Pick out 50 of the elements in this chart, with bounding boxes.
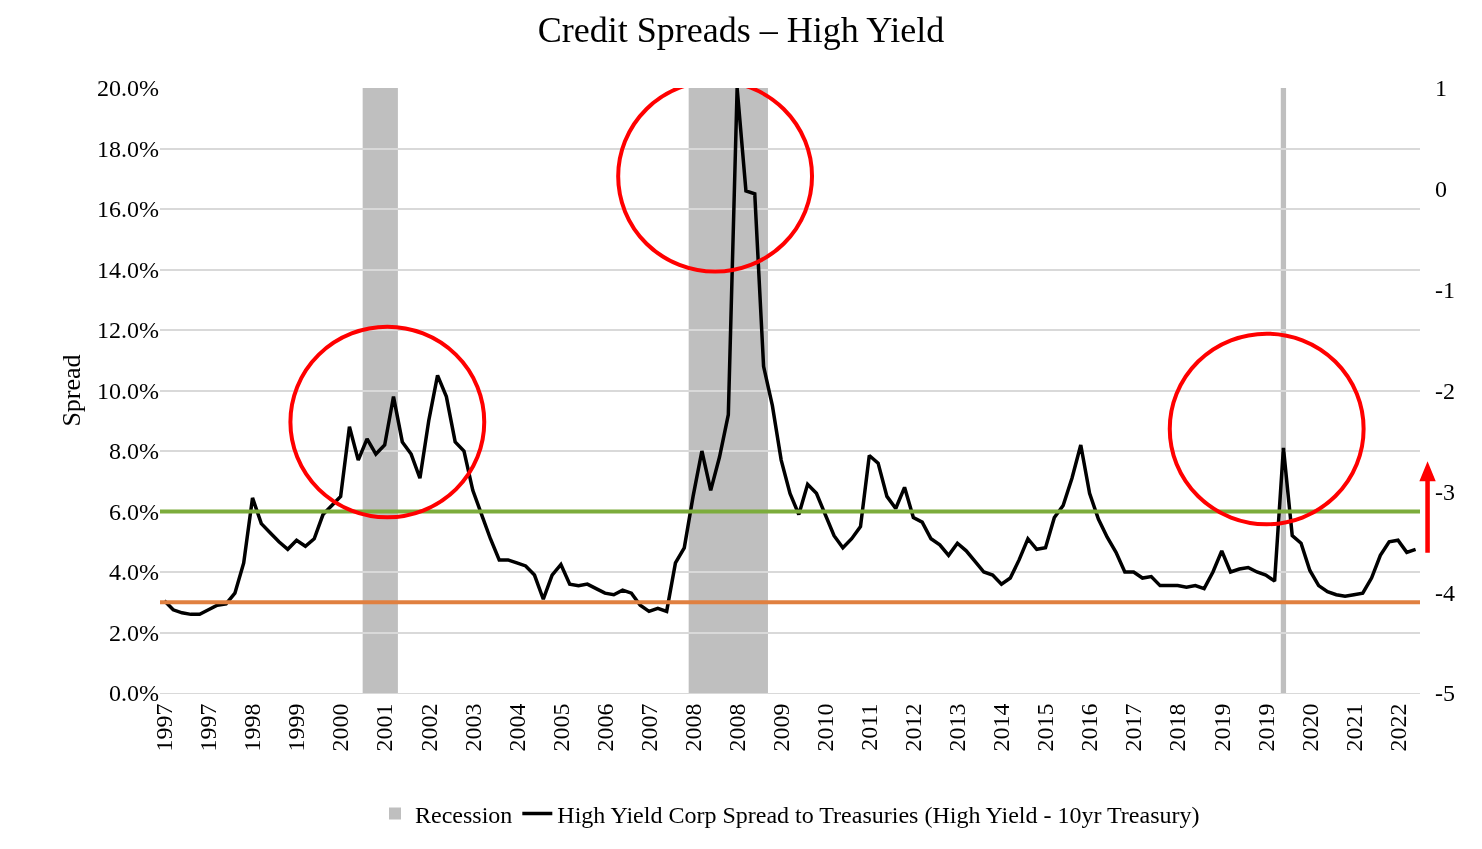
- y-tick-label: 2.0%: [109, 619, 159, 646]
- y2-tick-label: -1: [1435, 277, 1455, 304]
- x-tick-label: 1997: [195, 703, 222, 752]
- y-tick-label: 4.0%: [109, 559, 159, 586]
- x-tick-label: 2020: [1296, 703, 1323, 752]
- x-tick-label: 2006: [591, 703, 618, 752]
- x-tick-label: 2010: [812, 703, 839, 752]
- x-tick-label: 2022: [1384, 703, 1411, 752]
- y-axis-title: Spread: [57, 354, 87, 427]
- y2-tick-label: 0: [1435, 176, 1447, 203]
- x-tick-label: 1998: [239, 703, 266, 752]
- x-tick-label: 2005: [547, 703, 574, 752]
- x-tick-label: 2018: [1164, 703, 1191, 752]
- legend-label: High Yield Corp Spread to Treasuries (High Yield - 10yr Treasury): [557, 801, 1200, 828]
- x-tick-label: 2008: [723, 703, 750, 752]
- x-tick-label: 2008: [679, 703, 706, 752]
- x-tick-label: 2015: [1032, 703, 1059, 752]
- x-tick-label: 2021: [1340, 703, 1367, 752]
- x-tick-label: 2019: [1208, 703, 1235, 752]
- x-tick-label: 2007: [635, 703, 662, 752]
- x-tick-label: 2002: [415, 703, 442, 752]
- x-tick-label: 1999: [283, 703, 310, 752]
- y-tick-label: 14.0%: [97, 256, 159, 283]
- x-tick-label: 2017: [1120, 703, 1147, 752]
- x-tick-label: 2003: [459, 703, 486, 752]
- x-tick-label: 2019: [1252, 703, 1279, 752]
- x-tick-label: 2016: [1076, 703, 1103, 752]
- y-tick-label: 10.0%: [97, 377, 159, 404]
- y-tick-label: 6.0%: [109, 498, 159, 525]
- x-tick-label: 2001: [371, 703, 398, 752]
- y-tick-label: 8.0%: [109, 438, 159, 465]
- x-tick-label: 1997: [151, 703, 178, 752]
- y2-tick-label: 1: [1435, 75, 1447, 102]
- x-tick-label: 2000: [327, 703, 354, 752]
- legend-label: Recession: [415, 801, 513, 828]
- x-tick-label: 2004: [503, 703, 530, 752]
- chart-title: Credit Spreads – High Yield: [537, 10, 945, 51]
- y-tick-label: 12.0%: [97, 317, 159, 344]
- y2-tick-label: -2: [1435, 377, 1455, 404]
- y2-tick-label: -5: [1435, 680, 1455, 707]
- x-tick-label: 2011: [856, 703, 883, 751]
- y2-tick-label: -4: [1435, 579, 1455, 606]
- y-tick-label: 20.0%: [97, 75, 159, 102]
- y-tick-label: 16.0%: [97, 196, 159, 223]
- x-tick-label: 2013: [944, 703, 971, 752]
- y-tick-label: 18.0%: [97, 135, 159, 162]
- y2-tick-label: -3: [1435, 478, 1455, 505]
- x-tick-label: 2009: [767, 703, 794, 752]
- x-tick-label: 2014: [988, 703, 1015, 752]
- x-tick-label: 2012: [900, 703, 927, 752]
